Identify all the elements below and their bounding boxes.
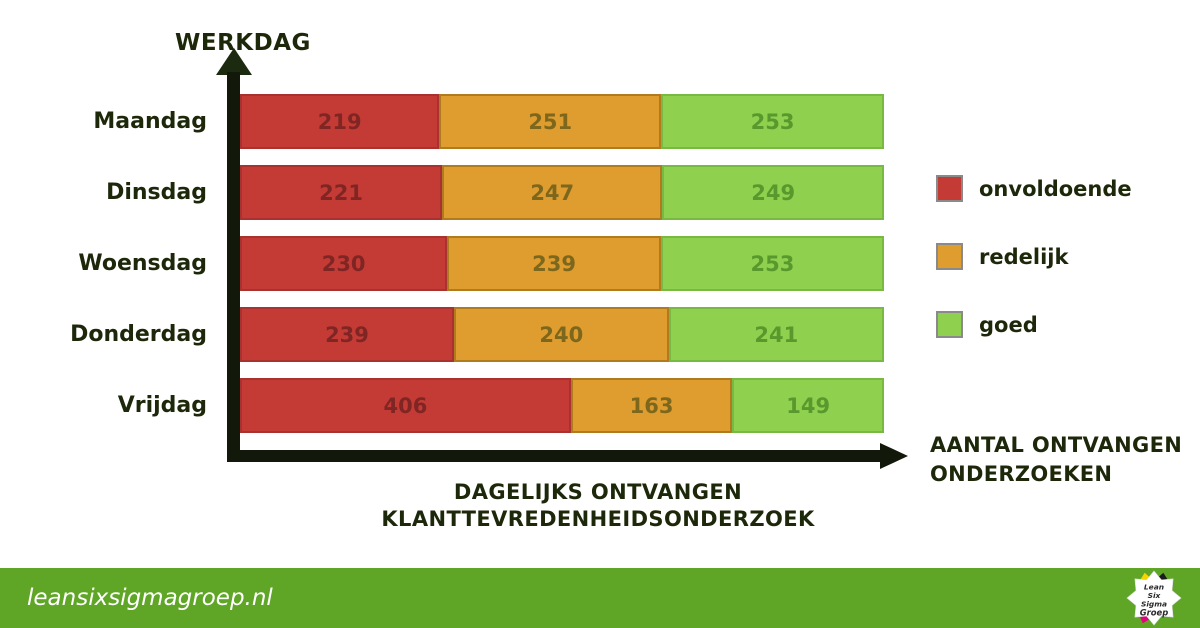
y-axis-arrow-icon (216, 48, 252, 75)
x-axis-line (227, 450, 882, 462)
x-axis-title-line2: ONDERZOEKEN (930, 462, 1113, 486)
bar-value-label: 221 (319, 180, 363, 205)
bar-segment-goed: 149 (732, 378, 884, 433)
bar-value-label: 230 (321, 251, 366, 276)
stacked-bar: 219 251 253 (240, 94, 884, 149)
legend-swatch-goed (936, 311, 963, 338)
chart-row: Maandag 219 251 253 (17, 94, 884, 149)
stacked-bar: 221 247 249 (240, 165, 884, 220)
bar-value-label: 247 (530, 180, 575, 205)
bar-value-label: 239 (532, 251, 576, 276)
bar-value-label: 251 (528, 109, 573, 134)
logo-flower (1126, 570, 1182, 626)
bar-value-label: 253 (750, 251, 795, 276)
bar-segment-goed: 241 (668, 307, 884, 362)
y-axis-line (227, 72, 240, 462)
x-axis-title-line1: AANTAL ONTVANGEN (930, 433, 1183, 457)
category-label-donderdag: Donderdag (70, 322, 207, 347)
x-axis-title: AANTAL ONTVANGEN ONDERZOEKEN (930, 431, 1182, 489)
chart-row: Dinsdag 221 247 249 (17, 165, 884, 220)
bar-segment-onvoldoende: 219 (240, 94, 440, 149)
bar-segment-onvoldoende: 230 (240, 236, 448, 291)
legend-label: onvoldoende (979, 176, 1132, 201)
category-label-vrijdag: Vrijdag (117, 393, 207, 418)
lean-six-sigma-groep-logo: Lean Six Sigma Groep (1126, 570, 1182, 626)
bar-value-label: 219 (317, 109, 362, 134)
bar-segment-goed: 253 (660, 236, 884, 291)
website-link[interactable]: leansixsigmagroep.nl (27, 585, 273, 611)
bar-rows: Maandag 219 251 253 Dinsdag 221 247 249 Woensdag… (17, 94, 884, 433)
bar-value-label: 163 (629, 393, 674, 418)
legend-item-redelijk: redelijk (936, 243, 1132, 270)
bar-segment-redelijk: 240 (453, 307, 669, 362)
legend-swatch-redelijk (936, 243, 963, 270)
bar-segment-onvoldoende: 221 (240, 165, 443, 220)
legend-item-goed: goed (936, 311, 1132, 338)
stacked-bar: 406 163 149 (240, 378, 884, 433)
bar-value-label: 240 (539, 322, 584, 347)
bar-value-label: 241 (754, 322, 799, 347)
logo-text-line4: Groep (1140, 608, 1168, 618)
chart-title-line2: KLANTTEVREDENHEIDSONDERZOEK (381, 507, 815, 531)
stacked-bar: 230 239 253 (240, 236, 884, 291)
legend-item-onvoldoende: onvoldoende (936, 175, 1132, 202)
bar-segment-redelijk: 239 (447, 236, 661, 291)
bar-segment-goed: 253 (661, 94, 884, 149)
bar-value-label: 249 (751, 180, 796, 205)
bar-value-label: 239 (325, 322, 369, 347)
bar-segment-onvoldoende: 239 (240, 307, 454, 362)
logo-text-line1: Lean (1144, 583, 1164, 592)
chart-title-line1: DAGELIJKS ONTVANGEN (453, 480, 743, 504)
logo-text-line2: Six (1148, 591, 1161, 600)
legend: onvoldoende redelijk goed (936, 175, 1132, 338)
bar-value-label: 149 (786, 393, 831, 418)
footer-bar: leansixsigmagroep.nl Lean Six Sigma Groe… (0, 568, 1200, 628)
bar-value-label: 253 (750, 109, 795, 134)
bar-segment-redelijk: 247 (442, 165, 663, 220)
bar-segment-onvoldoende: 406 (240, 378, 571, 433)
category-label-woensdag: Woensdag (78, 251, 207, 276)
legend-swatch-onvoldoende (936, 175, 963, 202)
legend-label: goed (979, 312, 1038, 337)
x-axis-arrow-icon (880, 443, 908, 469)
category-label-dinsdag: Dinsdag (106, 180, 207, 205)
bar-segment-redelijk: 251 (439, 94, 662, 149)
bar-segment-goed: 249 (662, 165, 884, 220)
chart-row: Donderdag 239 240 241 (17, 307, 884, 362)
logo-text-line3: Sigma (1141, 599, 1167, 608)
bar-value-label: 406 (383, 393, 428, 418)
bar-segment-redelijk: 163 (570, 378, 733, 433)
stacked-bar: 239 240 241 (240, 307, 884, 362)
chart-row: Vrijdag 406 163 149 (17, 378, 884, 433)
chart-title: DAGELIJKS ONTVANGEN KLANTTEVREDENHEIDSON… (278, 479, 918, 533)
category-label-maandag: Maandag (93, 109, 207, 134)
chart-row: Woensdag 230 239 253 (17, 236, 884, 291)
legend-label: redelijk (979, 244, 1069, 269)
